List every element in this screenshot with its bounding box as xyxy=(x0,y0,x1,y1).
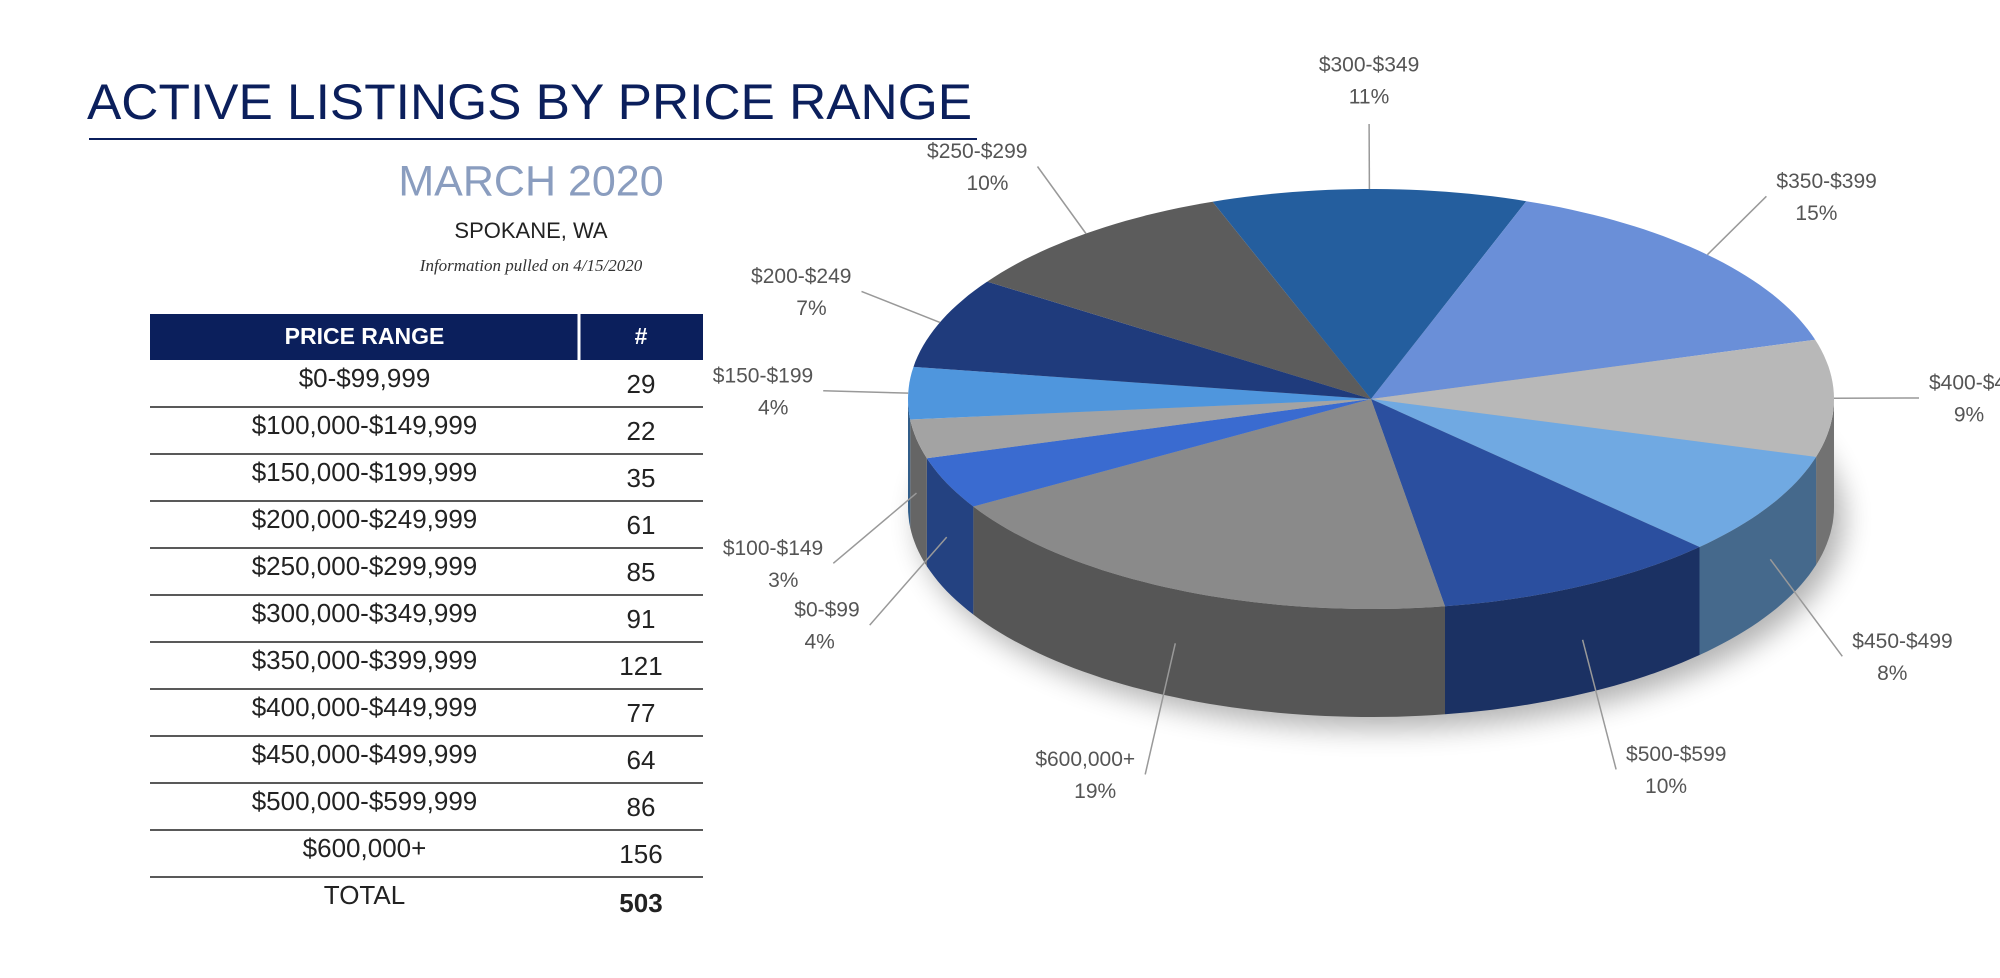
table-header-bg xyxy=(150,314,703,360)
pie-slice-side xyxy=(1816,399,1834,565)
page-title: ACTIVE LISTINGS BY PRICE RANGE xyxy=(87,74,972,130)
pie-chart: $300-$349 11% $350-$399 15% $400-$449 9% $450-… xyxy=(713,54,2000,803)
total-count: 503 xyxy=(619,888,662,918)
count-cell: 121 xyxy=(619,651,662,681)
subtitle: MARCH 2020 xyxy=(398,157,663,205)
slice-label: $400-$449 xyxy=(1929,372,2000,395)
pie-slice xyxy=(1371,399,1700,607)
slice-percent: 10% xyxy=(966,172,1008,195)
pie-slice xyxy=(913,281,1371,399)
pie-slice-side xyxy=(973,506,1445,717)
slice-percent: 11% xyxy=(1349,86,1389,109)
count-cell: 77 xyxy=(627,698,656,728)
count-cell: 85 xyxy=(627,557,656,587)
range-cell: $450,000-$499,999 xyxy=(252,739,478,769)
leader-line xyxy=(823,390,909,394)
count-cell: 61 xyxy=(627,510,656,540)
column-header: PRICE RANGE xyxy=(285,323,445,349)
count-cell: 64 xyxy=(627,745,656,775)
pie-slice xyxy=(926,399,1371,507)
slice-label: $600,000+ xyxy=(1035,748,1135,771)
pie-slice-side xyxy=(908,399,911,528)
slice-percent: 9% xyxy=(1954,404,1984,427)
slice-label: $150-$199 xyxy=(713,364,813,387)
range-cell: $150,000-$199,999 xyxy=(252,457,478,487)
slice-label: $0-$99 xyxy=(794,599,859,622)
range-cell: $100,000-$149,999 xyxy=(252,410,478,440)
column-header: # xyxy=(635,323,648,349)
leader-line xyxy=(869,536,948,626)
pie-slice xyxy=(987,201,1371,399)
pie-slice xyxy=(1212,189,1527,399)
pie-slice xyxy=(1371,339,1834,457)
slice-percent: 19% xyxy=(1074,780,1116,803)
leader-line xyxy=(1706,195,1767,256)
slice-percent: 4% xyxy=(758,396,788,419)
total-label: TOTAL xyxy=(324,880,405,910)
count-cell: 86 xyxy=(627,792,656,822)
slice-label: $200-$249 xyxy=(751,265,851,288)
slice-percent: 7% xyxy=(796,297,826,320)
pie-slice xyxy=(908,366,1371,420)
slice-label: $500-$599 xyxy=(1626,743,1726,766)
slice-label: $350-$399 xyxy=(1776,170,1876,193)
slice-percent: 10% xyxy=(1645,775,1687,798)
range-cell: $0-$99,999 xyxy=(299,363,431,393)
slice-percent: 3% xyxy=(768,569,798,592)
range-cell: $250,000-$299,999 xyxy=(252,551,478,581)
range-cell: $350,000-$399,999 xyxy=(252,645,478,675)
leader-line xyxy=(832,492,917,564)
slice-percent: 4% xyxy=(804,631,834,654)
count-cell: 91 xyxy=(627,604,656,634)
count-cell: 156 xyxy=(619,839,662,869)
pie-slice-side xyxy=(910,419,927,567)
pie-slice-side xyxy=(1699,456,1817,655)
slice-percent: 8% xyxy=(1877,662,1907,685)
range-cell: $200,000-$249,999 xyxy=(252,504,478,534)
range-cell: $400,000-$449,999 xyxy=(252,692,478,722)
pie-slice xyxy=(910,399,1371,459)
count-cell: 22 xyxy=(627,416,656,446)
pie-slice xyxy=(973,399,1445,609)
pie-slice xyxy=(1371,201,1816,399)
slice-label: $250-$299 xyxy=(927,140,1027,163)
leader-line xyxy=(1144,643,1177,775)
slice-label: $100-$149 xyxy=(723,537,823,560)
range-cell: $300,000-$349,999 xyxy=(252,598,478,628)
leader-line xyxy=(861,290,941,324)
price-table: PRICE RANGE # $0-$99,999 29 $100,000-$149,99… xyxy=(150,314,703,918)
pie-slice-side xyxy=(1445,547,1700,715)
slice-percent: 15% xyxy=(1795,202,1837,225)
info-note: Information pulled on 4/15/2020 xyxy=(419,256,643,275)
leader-line xyxy=(1769,558,1843,657)
range-cell: $500,000-$599,999 xyxy=(252,786,478,816)
pie-slice xyxy=(1371,399,1817,547)
pie-slice-side xyxy=(926,458,974,615)
count-cell: 29 xyxy=(627,369,656,399)
count-cell: 35 xyxy=(627,463,656,493)
location: SPOKANE, WA xyxy=(454,218,608,243)
range-cell: $600,000+ xyxy=(303,833,427,863)
slice-label: $300-$349 xyxy=(1319,54,1419,77)
slice-label: $450-$499 xyxy=(1852,630,1952,653)
leader-line xyxy=(1581,639,1617,770)
leader-line xyxy=(1036,166,1087,234)
